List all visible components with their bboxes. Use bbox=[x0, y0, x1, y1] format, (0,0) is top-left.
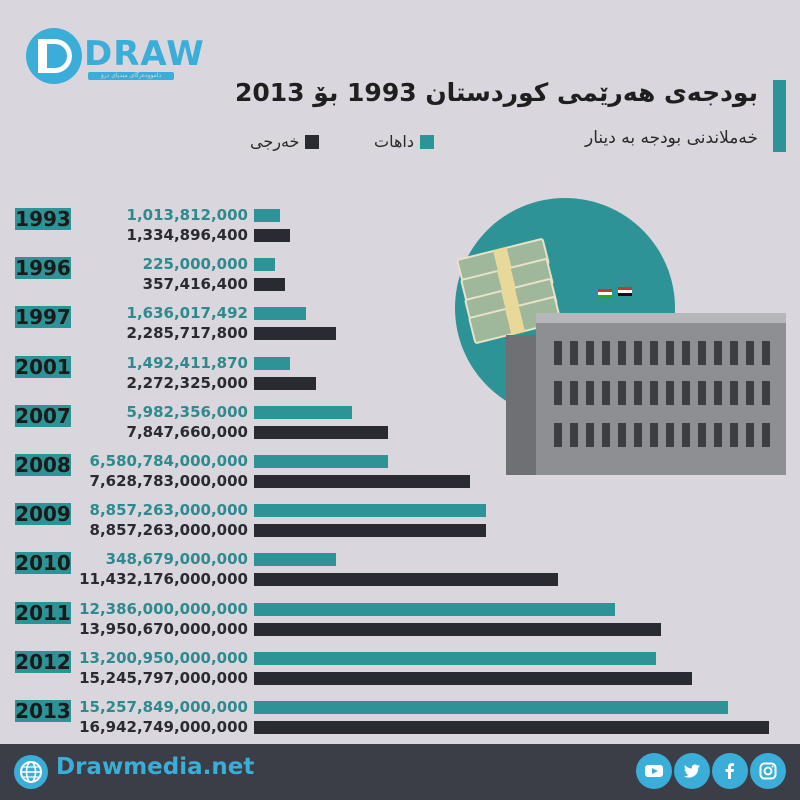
legend-expense-label: خەرجی bbox=[250, 132, 300, 151]
expense-bar-1996 bbox=[254, 278, 285, 292]
year-label-2007: 2007 bbox=[15, 403, 71, 428]
logo-text: DRAW bbox=[84, 34, 205, 74]
expense-bar-2013 bbox=[254, 721, 769, 734]
expense-value-2013: 16,942,749,000,000 bbox=[79, 718, 248, 736]
facebook-icon[interactable] bbox=[712, 753, 748, 789]
legend-expense: خەرجی bbox=[250, 132, 320, 151]
income-bar-2011 bbox=[254, 602, 615, 616]
expense-value-2007: 7,847,660,000 bbox=[126, 422, 248, 441]
year-label-2001: 2001 bbox=[15, 354, 71, 379]
year-label-2010: 2010 bbox=[15, 551, 71, 576]
income-value-2012: 13,200,950,000,000 bbox=[79, 648, 248, 667]
income-value-2007: 5,982,356,000 bbox=[126, 402, 248, 421]
chart-subtitle: خەملاندنی بودجە بە دینار bbox=[584, 128, 758, 148]
legend-income-label: داهات bbox=[374, 132, 414, 151]
income-value-1996: 225,000,000 bbox=[142, 255, 248, 274]
expense-value-1996: 357,416,400 bbox=[142, 275, 248, 294]
year-label-2008: 2008 bbox=[15, 453, 71, 477]
income-bar-2001 bbox=[254, 356, 290, 370]
expense-bar-2001 bbox=[254, 376, 316, 390]
year-label-1997: 1997 bbox=[15, 305, 71, 330]
income-value-1997: 1,636,017,492 bbox=[126, 304, 248, 323]
income-bar-2010 bbox=[254, 553, 336, 567]
year-label-2009: 2009 bbox=[15, 502, 71, 527]
expense-value-2008: 7,628,783,000,000 bbox=[89, 472, 248, 490]
legend-expense-swatch bbox=[305, 134, 320, 149]
expense-bar-1993 bbox=[254, 229, 290, 242]
expense-bar-2011 bbox=[254, 622, 661, 636]
income-bar-2009 bbox=[254, 504, 486, 518]
youtube-icon[interactable] bbox=[636, 753, 672, 789]
income-bar-2013 bbox=[254, 701, 728, 714]
expense-value-2011: 13,950,670,000,000 bbox=[79, 619, 248, 638]
logo-tagline: داموودەزگای میدیای درۆ bbox=[88, 72, 174, 80]
footer: Drawmedia.net bbox=[0, 744, 800, 800]
expense-value-2009: 8,857,263,000,000 bbox=[89, 521, 248, 540]
income-bar-2008 bbox=[254, 455, 388, 468]
logo-mark bbox=[26, 28, 82, 84]
year-label-1993: 1993 bbox=[15, 207, 71, 231]
income-value-1993: 1,013,812,000 bbox=[126, 206, 248, 224]
income-value-2011: 12,386,000,000,000 bbox=[79, 599, 248, 618]
income-value-2013: 15,257,849,000,000 bbox=[79, 698, 248, 716]
globe-icon bbox=[14, 755, 48, 789]
income-value-2001: 1,492,411,870 bbox=[126, 353, 248, 372]
website-link[interactable]: Drawmedia.net bbox=[56, 754, 255, 780]
income-value-2008: 6,580,784,000,000 bbox=[89, 452, 248, 470]
parliament-building-illustration bbox=[506, 287, 786, 475]
title-accent-bar bbox=[773, 80, 786, 152]
legend-income-swatch bbox=[419, 134, 434, 149]
expense-bar-2009 bbox=[254, 524, 486, 538]
instagram-icon[interactable] bbox=[750, 753, 786, 789]
expense-bar-1997 bbox=[254, 327, 336, 341]
expense-value-2001: 2,272,325,000 bbox=[126, 373, 248, 392]
year-label-2013: 2013 bbox=[15, 699, 71, 723]
income-bar-1993 bbox=[254, 209, 280, 222]
draw-logo: DRAW داموودەزگای میدیای درۆ bbox=[26, 28, 204, 86]
expense-value-2012: 15,245,797,000,000 bbox=[79, 668, 248, 687]
expense-bar-2007 bbox=[254, 425, 388, 439]
income-bar-2007 bbox=[254, 405, 352, 419]
income-bar-1997 bbox=[254, 307, 306, 321]
income-value-2009: 8,857,263,000,000 bbox=[89, 501, 248, 520]
twitter-icon[interactable] bbox=[674, 753, 710, 789]
legend-income: داهات bbox=[374, 132, 434, 151]
expense-bar-2010 bbox=[254, 573, 558, 587]
chart-title: بودجەی هەرێمی کوردستان 1993 بۆ 2013 bbox=[234, 78, 758, 107]
expense-value-1997: 2,285,717,800 bbox=[126, 324, 248, 343]
expense-bar-2012 bbox=[254, 671, 692, 685]
year-label-1996: 1996 bbox=[15, 256, 71, 281]
year-label-2012: 2012 bbox=[15, 649, 71, 674]
year-label-2011: 2011 bbox=[15, 600, 71, 625]
expense-value-2010: 11,432,176,000,000 bbox=[79, 570, 248, 589]
expense-bar-2008 bbox=[254, 475, 470, 488]
income-bar-1996 bbox=[254, 258, 275, 272]
income-bar-2012 bbox=[254, 651, 656, 665]
expense-value-1993: 1,334,896,400 bbox=[126, 226, 248, 244]
income-value-2010: 348,679,000,000 bbox=[105, 550, 248, 569]
